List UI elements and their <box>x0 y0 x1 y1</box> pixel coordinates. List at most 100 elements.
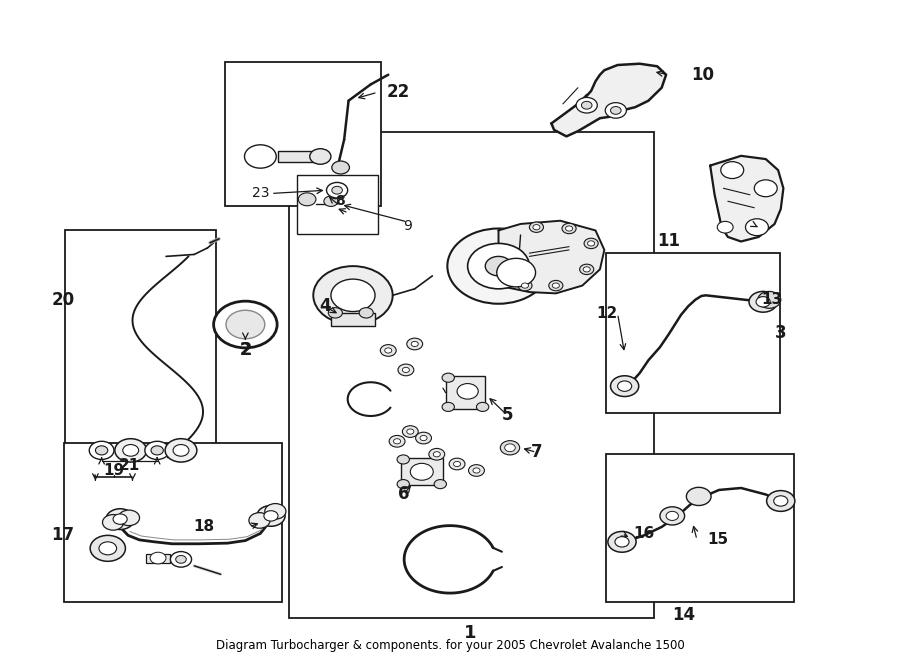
Circle shape <box>245 145 276 168</box>
Circle shape <box>213 301 277 348</box>
Circle shape <box>565 226 572 231</box>
Text: 11: 11 <box>657 232 680 250</box>
Circle shape <box>745 218 769 236</box>
Circle shape <box>106 509 134 530</box>
Circle shape <box>328 308 342 318</box>
Circle shape <box>610 107 621 115</box>
Text: 9: 9 <box>403 219 412 233</box>
Circle shape <box>256 506 285 526</box>
Text: 23: 23 <box>252 187 269 201</box>
Circle shape <box>468 244 529 289</box>
Circle shape <box>410 463 433 480</box>
Text: 1: 1 <box>464 624 476 641</box>
Circle shape <box>756 297 770 307</box>
Circle shape <box>588 241 595 246</box>
Text: 17: 17 <box>51 526 75 544</box>
Text: 5: 5 <box>501 406 513 424</box>
Bar <box>64 444 283 602</box>
Text: 4: 4 <box>319 297 330 315</box>
Bar <box>400 458 443 485</box>
Circle shape <box>749 291 778 312</box>
Text: 18: 18 <box>194 520 214 534</box>
Text: 6: 6 <box>398 485 409 504</box>
Bar <box>296 175 378 234</box>
Circle shape <box>89 442 114 459</box>
Text: 14: 14 <box>672 606 696 624</box>
Circle shape <box>774 496 788 506</box>
Circle shape <box>660 507 685 525</box>
Circle shape <box>313 266 392 324</box>
Circle shape <box>265 504 286 519</box>
Circle shape <box>583 267 590 272</box>
Circle shape <box>122 445 139 456</box>
Text: 20: 20 <box>51 291 75 309</box>
Circle shape <box>407 338 423 350</box>
Circle shape <box>533 224 540 230</box>
Circle shape <box>331 279 375 312</box>
Circle shape <box>173 445 189 456</box>
Bar <box>606 454 794 602</box>
Bar <box>446 377 485 409</box>
Circle shape <box>115 439 147 462</box>
Circle shape <box>389 436 405 447</box>
Circle shape <box>119 510 140 526</box>
Circle shape <box>721 162 743 179</box>
Circle shape <box>407 429 414 434</box>
Text: 15: 15 <box>707 532 729 547</box>
Circle shape <box>324 196 338 207</box>
Circle shape <box>581 101 592 109</box>
Text: 2: 2 <box>239 342 252 359</box>
Circle shape <box>469 465 484 477</box>
Circle shape <box>95 446 108 455</box>
Circle shape <box>442 373 454 382</box>
Circle shape <box>529 222 544 232</box>
Circle shape <box>485 256 512 276</box>
Circle shape <box>428 448 445 460</box>
Circle shape <box>145 442 169 459</box>
Circle shape <box>605 103 626 118</box>
Bar <box>225 62 382 206</box>
Circle shape <box>393 439 400 444</box>
Circle shape <box>381 345 396 356</box>
Circle shape <box>298 193 316 206</box>
Circle shape <box>505 444 516 451</box>
Circle shape <box>327 183 347 198</box>
Circle shape <box>521 283 528 288</box>
Bar <box>290 132 653 618</box>
Circle shape <box>447 228 550 304</box>
Text: 22: 22 <box>386 83 410 101</box>
Text: 19: 19 <box>104 463 124 478</box>
Circle shape <box>549 281 562 291</box>
Circle shape <box>767 491 795 511</box>
Text: 21: 21 <box>119 459 140 473</box>
Circle shape <box>608 532 636 552</box>
Circle shape <box>580 264 594 275</box>
Circle shape <box>310 149 331 164</box>
Circle shape <box>518 281 532 291</box>
Circle shape <box>617 381 632 391</box>
Circle shape <box>332 186 342 194</box>
Circle shape <box>264 510 278 521</box>
Circle shape <box>497 258 536 287</box>
Circle shape <box>457 383 478 399</box>
Bar <box>331 313 375 326</box>
Circle shape <box>433 451 440 457</box>
Circle shape <box>666 511 679 520</box>
Circle shape <box>176 555 186 563</box>
Polygon shape <box>499 220 605 293</box>
Circle shape <box>151 446 164 455</box>
Circle shape <box>90 536 125 561</box>
Circle shape <box>610 376 639 397</box>
Circle shape <box>717 221 734 233</box>
Text: 12: 12 <box>597 306 617 321</box>
Circle shape <box>420 436 427 441</box>
Circle shape <box>170 551 192 567</box>
Polygon shape <box>710 156 783 242</box>
Text: 7: 7 <box>531 444 542 461</box>
Bar <box>278 151 320 162</box>
Circle shape <box>476 402 489 412</box>
Circle shape <box>416 432 431 444</box>
Circle shape <box>103 514 123 530</box>
Circle shape <box>454 461 461 467</box>
Circle shape <box>165 439 197 462</box>
